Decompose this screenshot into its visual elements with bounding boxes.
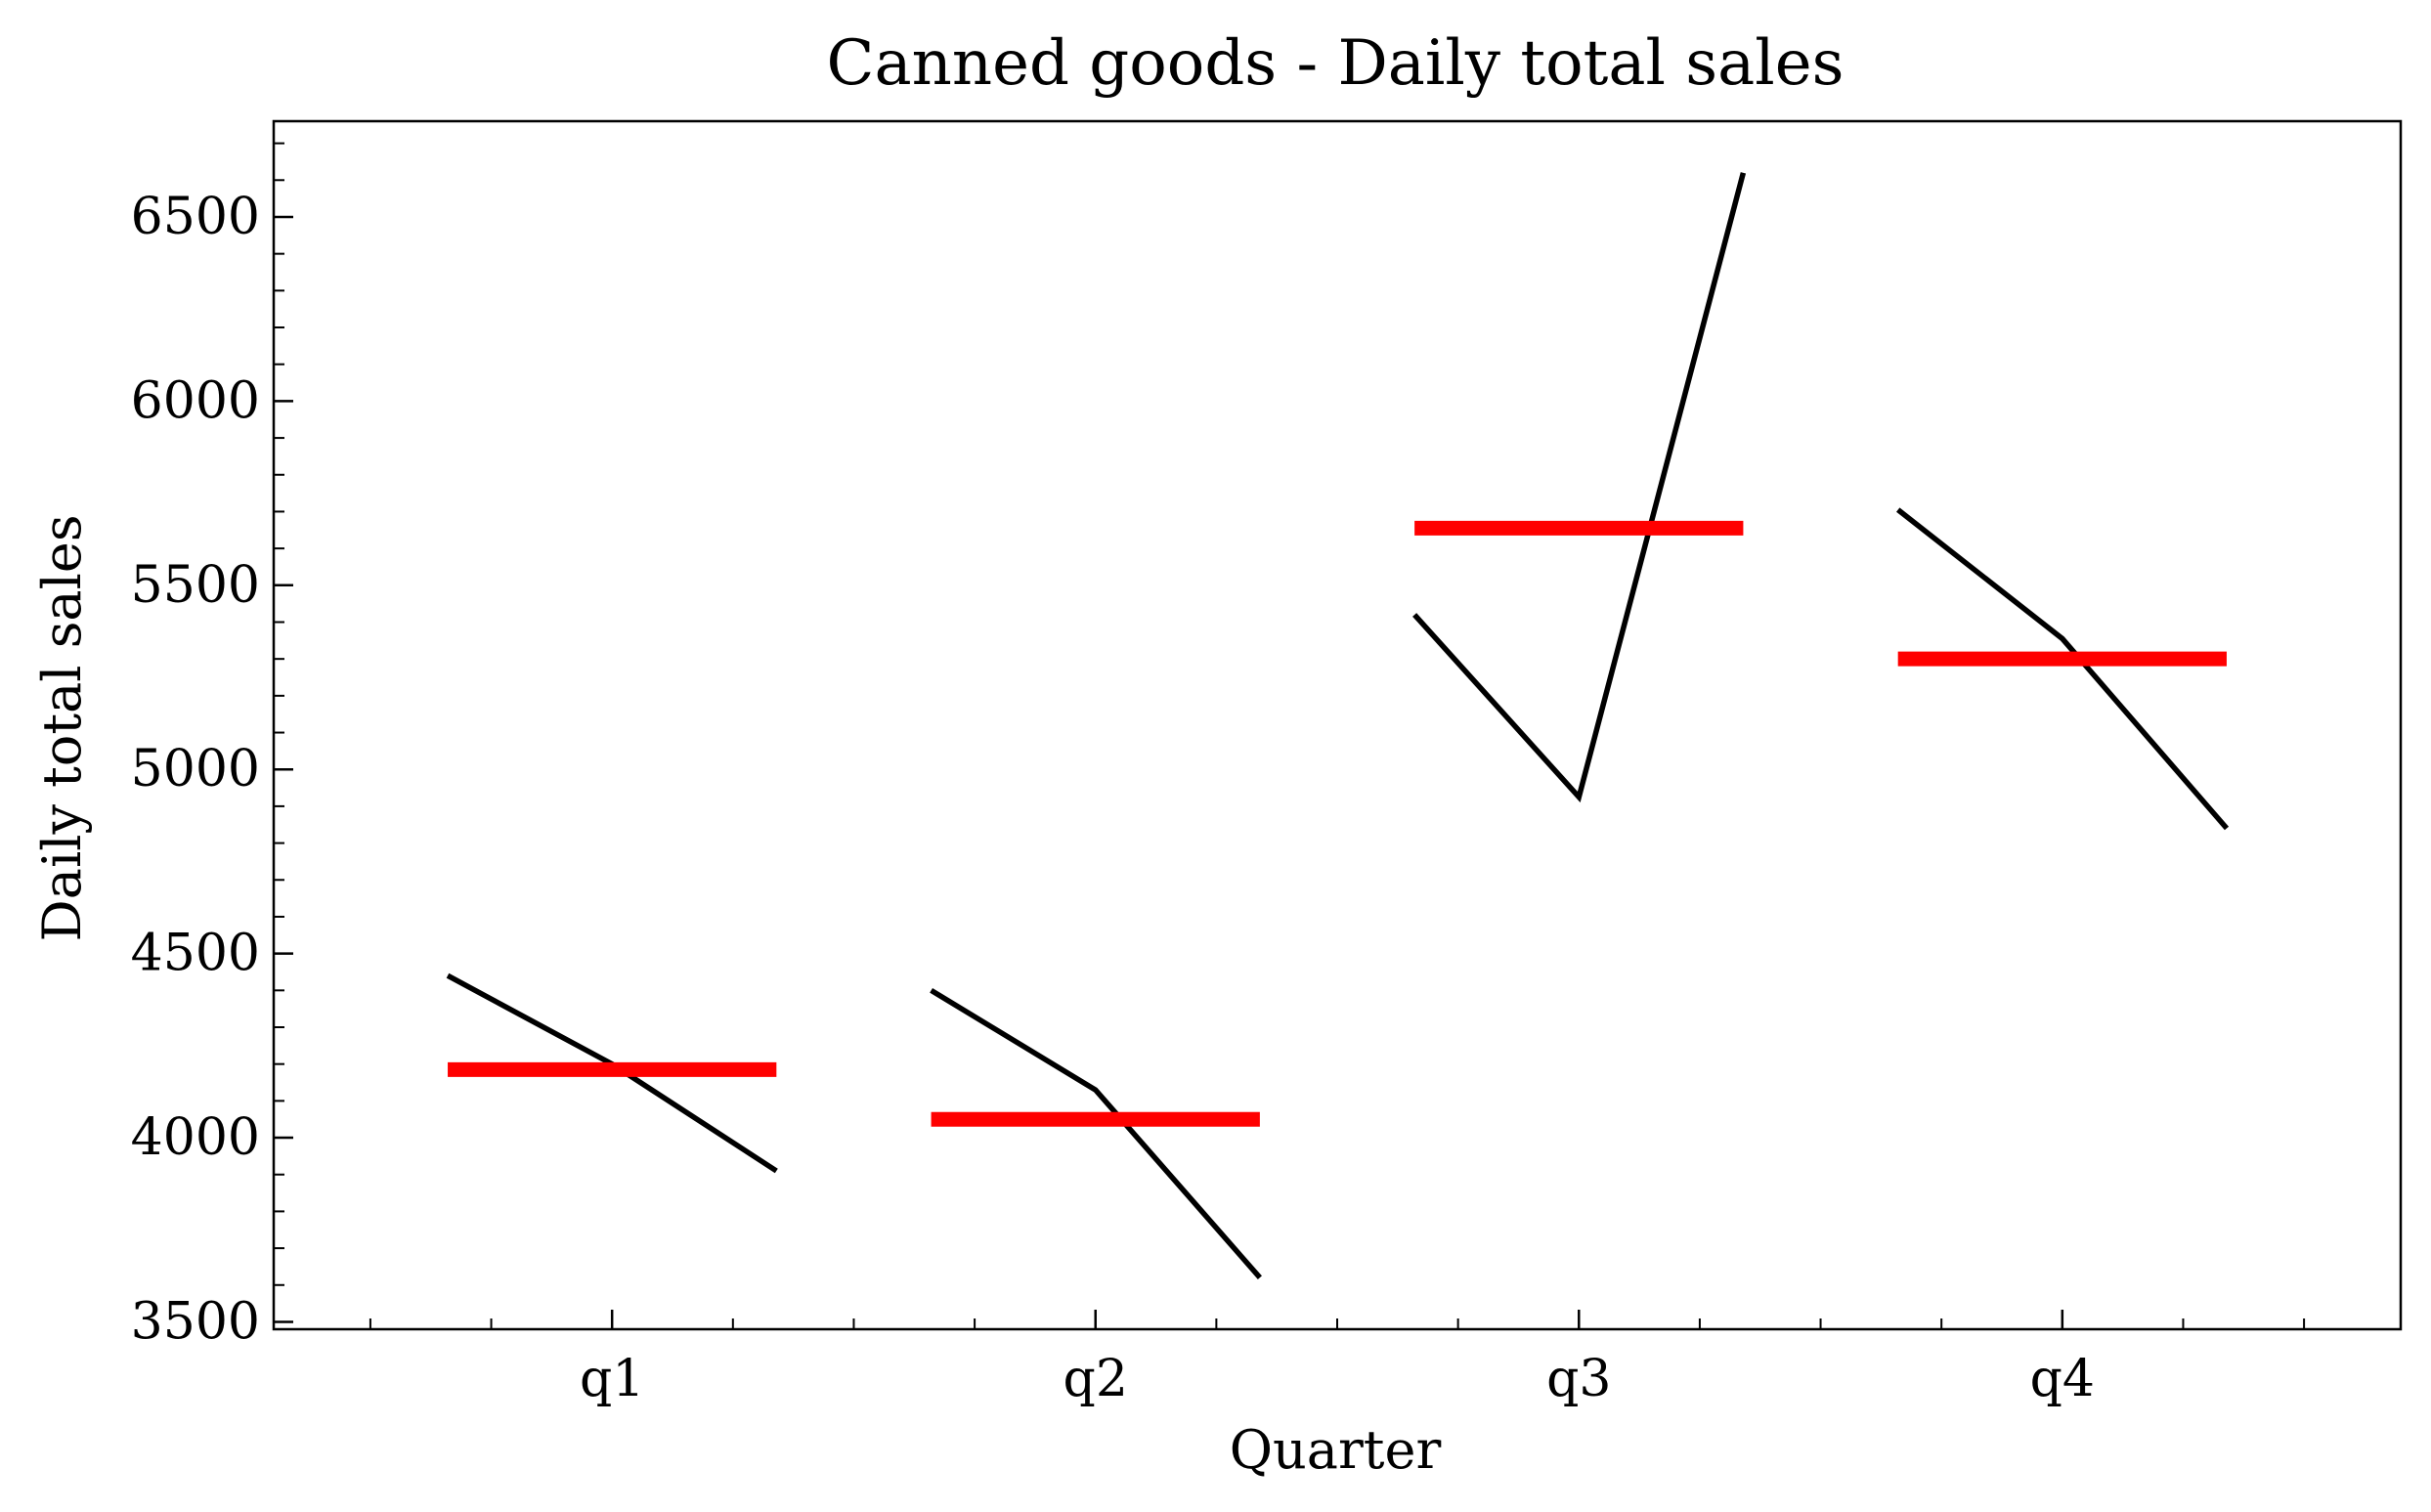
series-lines (446, 172, 2230, 1280)
y-tick-label: 4000 (131, 1108, 260, 1167)
y-tick-label: 3500 (131, 1292, 260, 1351)
chart-title: Canned goods - Daily total sales (827, 27, 1845, 100)
x-tick-label: q4 (2030, 1350, 2095, 1408)
y-tick-label: 5000 (131, 740, 260, 799)
series-line-q3 (1412, 172, 1747, 803)
x-tick-label: q3 (1546, 1350, 1611, 1408)
x-tick-label: q2 (1064, 1350, 1128, 1408)
x-axis-label: Quarter (1230, 1419, 1442, 1481)
axis-ticks: 3500 4000 4500 5000 5500 6000 6500 q1 q2 q3 q4 (131, 142, 2306, 1408)
y-tick-label: 6500 (131, 188, 260, 246)
mean-lines (448, 520, 2227, 1127)
y-axis-label: Daily total sales (31, 514, 93, 941)
y-tick-label: 4500 (131, 925, 260, 983)
series-line-q2 (930, 987, 1262, 1280)
y-tick-label: 5500 (131, 556, 260, 615)
plot-frame (272, 119, 2403, 1331)
x-tick-label: q1 (580, 1350, 644, 1408)
y-tick-label: 6000 (131, 371, 260, 430)
series-line-q4 (1896, 507, 2230, 831)
